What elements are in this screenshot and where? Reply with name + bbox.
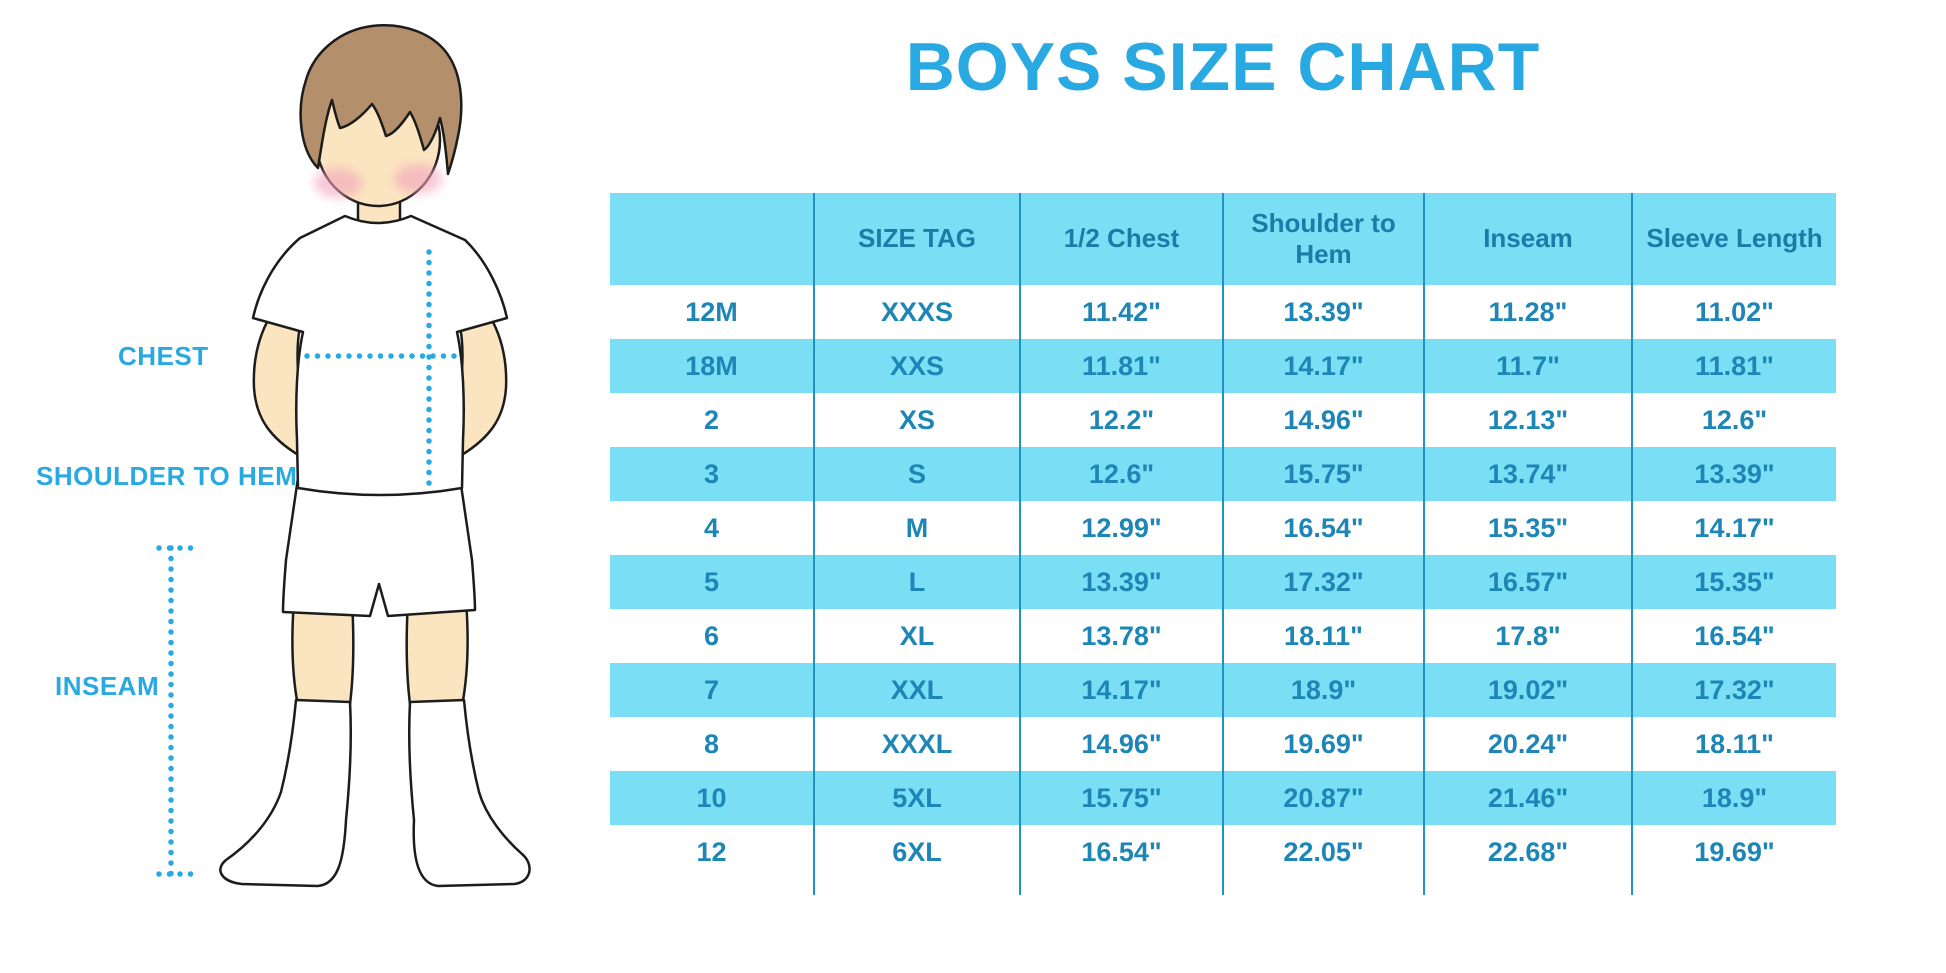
- table-cell: 11.7": [1423, 339, 1632, 393]
- boy-figure-drawing: [156, 24, 531, 888]
- table-cell: XXL: [813, 663, 1020, 717]
- table-row: 5 L 13.39" 17.32" 16.57" 15.35": [610, 555, 1836, 609]
- grid-line-extension-row: [610, 879, 1836, 895]
- table-cell: 11.28": [1423, 285, 1632, 339]
- table-row: 12M XXXS 11.42" 13.39" 11.28" 11.02": [610, 285, 1836, 339]
- table-cell: 16.54": [1222, 501, 1424, 555]
- table-cell: 11.81": [1631, 339, 1836, 393]
- table-cell: 12.6": [1631, 393, 1836, 447]
- table-cell: 5: [703, 566, 720, 597]
- header-shoulder-hem: Shoulder to Hem: [1222, 193, 1424, 285]
- table-cell: S: [813, 447, 1020, 501]
- table-row: 18M XXS 11.81" 14.17" 11.7" 11.81": [610, 339, 1836, 393]
- table-cell: 15.75": [1019, 771, 1223, 825]
- table-cell: 6: [703, 620, 720, 651]
- header-size-blank: [610, 193, 814, 285]
- chest-label: CHEST: [118, 341, 209, 371]
- table-cell: 17.32": [1222, 555, 1424, 609]
- table-cell: 22.05": [1222, 825, 1424, 879]
- header-size-tag: SIZE TAG: [813, 193, 1020, 285]
- table-cell: 17.32": [1631, 663, 1836, 717]
- table-cell: 3: [703, 458, 720, 489]
- shorts: [281, 476, 477, 618]
- table-row: 4 M 12.99" 16.54" 15.35" 14.17": [610, 501, 1836, 555]
- table-cell: 18M: [685, 350, 738, 381]
- table-cell: 12.2": [1019, 393, 1223, 447]
- right-leg: [405, 598, 469, 708]
- table-cell: XXS: [813, 339, 1020, 393]
- table-cell: 12.6": [1019, 447, 1223, 501]
- table-cell: XS: [813, 393, 1020, 447]
- table-cell: 13.39": [1631, 447, 1836, 501]
- table-row: 7 XXL 14.17" 18.9" 19.02" 17.32": [610, 663, 1836, 717]
- table-cell: 16.54": [1631, 609, 1836, 663]
- size-chart-table: SIZE TAG 1/2 Chest Shoulder to Hem Insea…: [610, 193, 1836, 895]
- table-cell: 15.75": [1222, 447, 1424, 501]
- table-row: 6 XL 13.78" 18.11" 17.8" 16.54": [610, 609, 1836, 663]
- table-cell: 15.35": [1631, 555, 1836, 609]
- table-cell: 7: [703, 674, 720, 705]
- right-cheek: [394, 164, 442, 194]
- table-cell: 21.46": [1423, 771, 1632, 825]
- hair: [299, 24, 463, 176]
- table-cell: L: [813, 555, 1020, 609]
- table-cell: 19.02": [1423, 663, 1632, 717]
- table-row: 3 S 12.6" 15.75" 13.74" 13.39": [610, 447, 1836, 501]
- table-cell: 16.57": [1423, 555, 1632, 609]
- table-cell: 6XL: [813, 825, 1020, 879]
- table-cell: M: [813, 501, 1020, 555]
- table-cell: 18.9": [1222, 663, 1424, 717]
- header-row: SIZE TAG 1/2 Chest Shoulder to Hem Insea…: [610, 193, 1836, 285]
- shoulder-to-hem-label: SHOULDER TO HEM: [36, 461, 298, 491]
- header-inseam: Inseam: [1423, 193, 1632, 285]
- inseam-label: INSEAM: [55, 671, 160, 701]
- table-cell: 12.99": [1019, 501, 1223, 555]
- table-row: 10 5XL 15.75" 20.87" 21.46" 18.9": [610, 771, 1836, 825]
- table-cell: 4: [703, 512, 720, 543]
- table-cell: 12M: [685, 296, 738, 327]
- table-cell: 14.96": [1019, 717, 1223, 771]
- table-cell: 11.42": [1019, 285, 1223, 339]
- table-cell: 11.02": [1631, 285, 1836, 339]
- table-cell: 22.68": [1423, 825, 1632, 879]
- left-cheek: [314, 168, 362, 198]
- page-title: BOYS SIZE CHART: [905, 29, 1541, 105]
- table-cell: 18.11": [1222, 609, 1424, 663]
- table-cell: 13.39": [1019, 555, 1223, 609]
- table-cell: 14.17": [1631, 501, 1836, 555]
- table-cell: XL: [813, 609, 1020, 663]
- table-cell: 12.13": [1423, 393, 1632, 447]
- table-cell: 19.69": [1631, 825, 1836, 879]
- table-cell: XXXL: [813, 717, 1020, 771]
- table-cell: 10: [696, 782, 727, 813]
- table-cell: 18.9": [1631, 771, 1836, 825]
- header-sleeve-length: Sleeve Length: [1631, 193, 1836, 285]
- table-cell: 17.8": [1423, 609, 1632, 663]
- table-cell: 13.74": [1423, 447, 1632, 501]
- table-cell: 12: [696, 836, 727, 867]
- table-row: 2 XS 12.2" 14.96" 12.13" 12.6": [610, 393, 1836, 447]
- table-cell: 18.11": [1631, 717, 1836, 771]
- table-row: 8 XXXL 14.96" 19.69" 20.24" 18.11": [610, 717, 1836, 771]
- table-cell: 15.35": [1423, 501, 1632, 555]
- table-cell: 20.24": [1423, 717, 1632, 771]
- table-cell: 14.17": [1019, 663, 1223, 717]
- table-row: 12 6XL 16.54" 22.05" 22.68" 19.69": [610, 825, 1836, 879]
- right-sock: [407, 698, 531, 888]
- header-half-chest: 1/2 Chest: [1019, 193, 1223, 285]
- table-cell: 13.78": [1019, 609, 1223, 663]
- table-cell: 8: [703, 728, 720, 759]
- table-cell: 14.96": [1222, 393, 1424, 447]
- table-cell: 14.17": [1222, 339, 1424, 393]
- table-cell: 2: [703, 404, 720, 435]
- table-cell: 20.87": [1222, 771, 1424, 825]
- table-cell: 19.69": [1222, 717, 1424, 771]
- table-cell: 5XL: [813, 771, 1020, 825]
- table-cell: XXXS: [813, 285, 1020, 339]
- left-sock: [219, 698, 353, 888]
- table-cell: 13.39": [1222, 285, 1424, 339]
- table-cell: 16.54": [1019, 825, 1223, 879]
- table-cell: 11.81": [1019, 339, 1223, 393]
